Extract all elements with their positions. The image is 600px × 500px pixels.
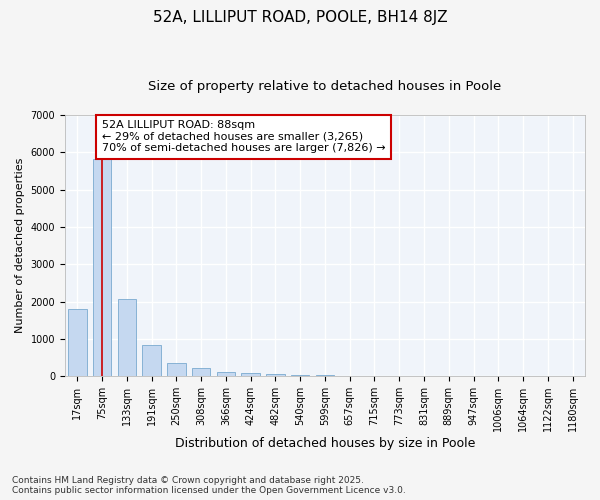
Bar — [266, 374, 285, 376]
Bar — [93, 159, 112, 376]
Bar — [192, 368, 211, 376]
Bar — [167, 363, 185, 376]
Title: Size of property relative to detached houses in Poole: Size of property relative to detached ho… — [148, 80, 502, 93]
Text: Contains HM Land Registry data © Crown copyright and database right 2025.
Contai: Contains HM Land Registry data © Crown c… — [12, 476, 406, 495]
Text: 52A, LILLIPUT ROAD, POOLE, BH14 8JZ: 52A, LILLIPUT ROAD, POOLE, BH14 8JZ — [152, 10, 448, 25]
Bar — [241, 373, 260, 376]
Bar — [142, 345, 161, 376]
X-axis label: Distribution of detached houses by size in Poole: Distribution of detached houses by size … — [175, 437, 475, 450]
Bar — [68, 309, 86, 376]
Bar — [291, 374, 310, 376]
Y-axis label: Number of detached properties: Number of detached properties — [15, 158, 25, 334]
Text: 52A LILLIPUT ROAD: 88sqm
← 29% of detached houses are smaller (3,265)
70% of sem: 52A LILLIPUT ROAD: 88sqm ← 29% of detach… — [102, 120, 386, 154]
Bar — [118, 299, 136, 376]
Bar — [217, 372, 235, 376]
